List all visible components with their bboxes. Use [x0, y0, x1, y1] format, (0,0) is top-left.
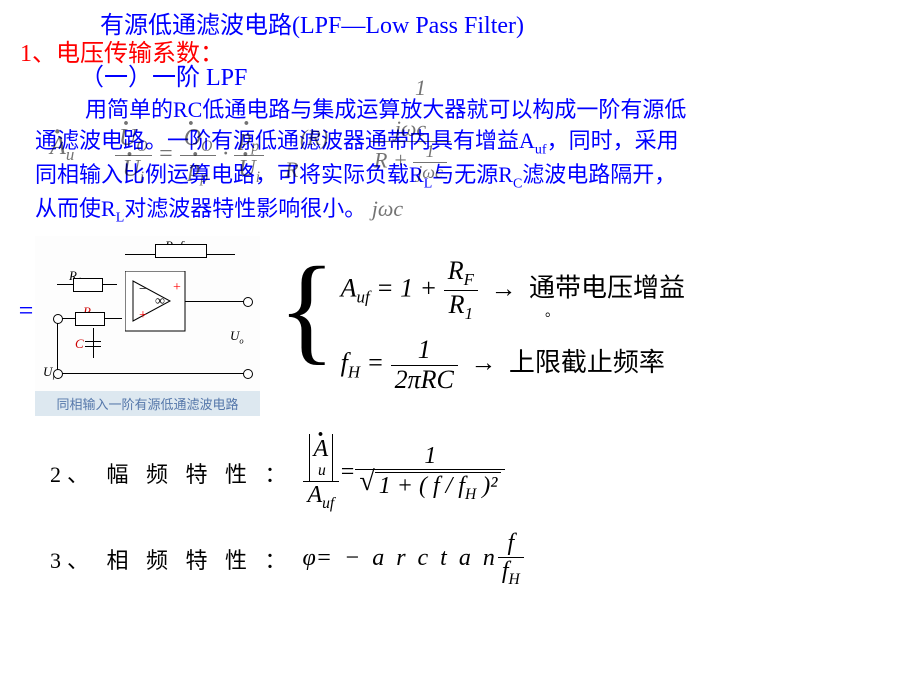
svg-text:−: −: [139, 282, 147, 297]
ghost-frac1: UO Ui = OO pp · pp Ui: [115, 125, 264, 186]
brace-equations: { Auf = 1 + RF R1 → 通带电压增益 fH = 1: [278, 251, 685, 400]
ghost-au: Au: [50, 131, 74, 165]
eq-phase: 3、 相 频 特 性 ： φ = − a r c t a n f fH: [50, 530, 900, 587]
section-one: （一）一阶 LPF: [80, 57, 247, 92]
ghost-r: (R): [300, 125, 328, 151]
svg-text:+: +: [173, 280, 181, 295]
ghost-1: 1: [415, 75, 426, 101]
ghost-r2: R: [285, 157, 298, 183]
ghost-jwc: jωc R + 1jωc: [370, 117, 451, 183]
circuit-diagram: R_f R₁ − + ∞ + R C: [35, 236, 260, 391]
circuit-caption: 同相输入一阶有源低通滤波电路: [35, 391, 260, 416]
tiny-dot: 。: [545, 301, 559, 321]
svg-text:∞: ∞: [155, 294, 165, 309]
eq-magnitude: 2、 幅 频 特 性 ： Au Auf = 1 √1 + ( f / fH )²: [50, 434, 900, 512]
svg-text:+: +: [139, 308, 147, 323]
circuit-row: = Au Auf 1 + j f ωH 1 + j f fH: [35, 236, 900, 416]
